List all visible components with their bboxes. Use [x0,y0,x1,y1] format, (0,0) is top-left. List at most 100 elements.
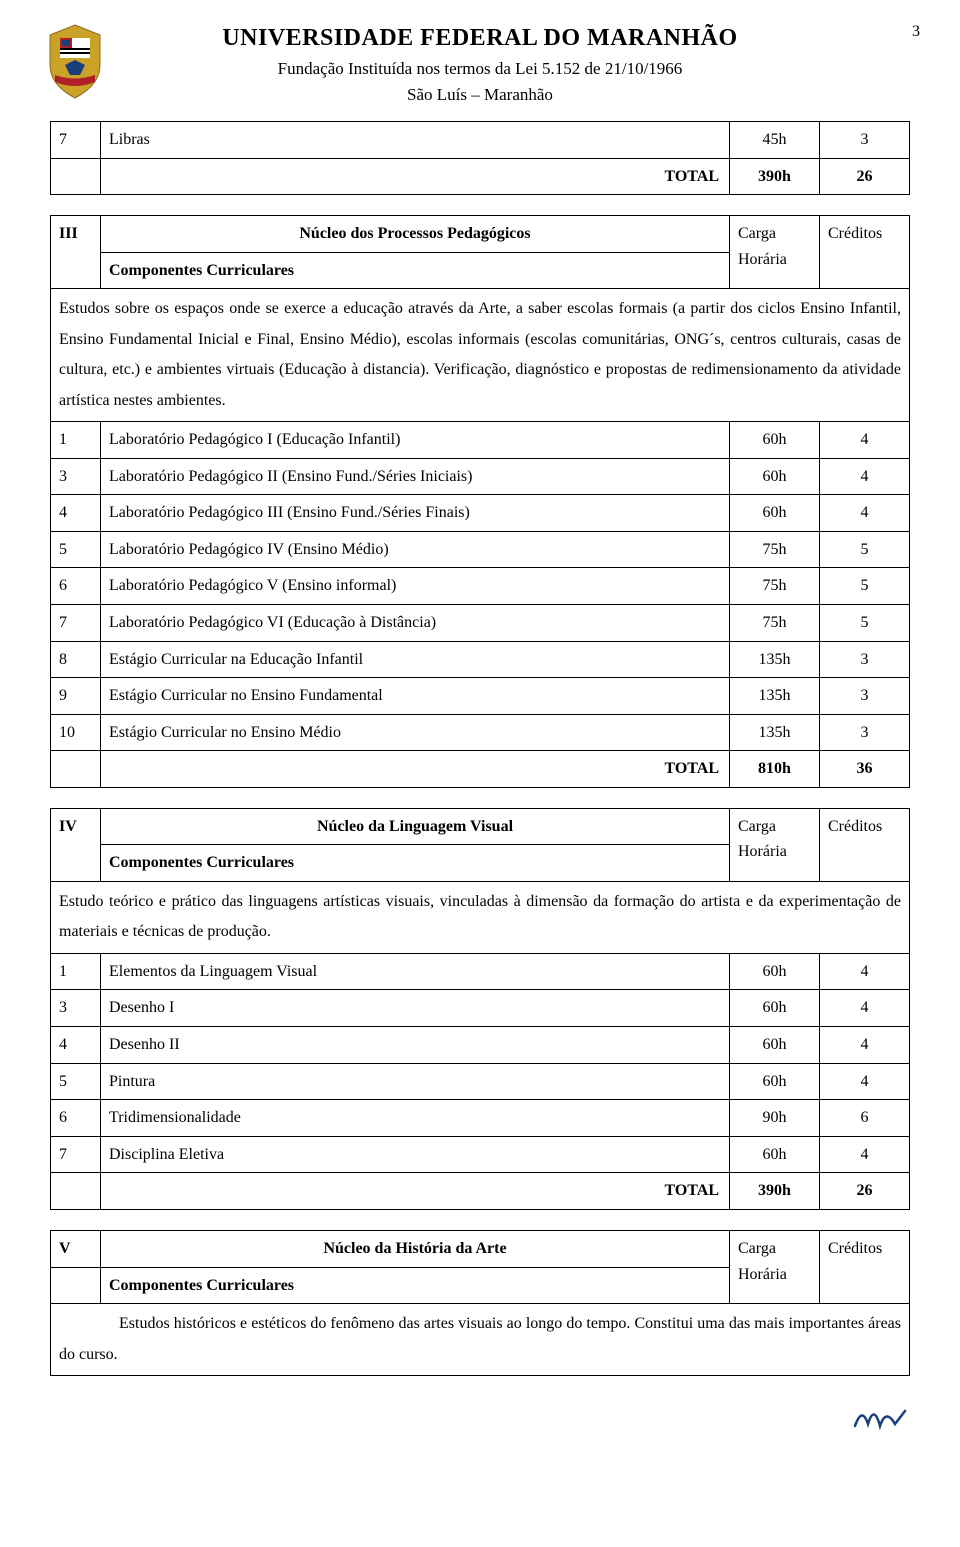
row-num: 5 [51,1063,101,1100]
row-name: Laboratório Pedagógico I (Educação Infan… [101,421,730,458]
row-num: 6 [51,1100,101,1137]
table-row: 7 Libras 45h 3 [51,122,910,159]
section-description: Estudos históricos e estéticos do fenôme… [51,1304,910,1376]
empty-cell [51,1267,101,1304]
table-row: 6Laboratório Pedagógico V (Ensino inform… [51,568,910,605]
header-location: São Luís – Maranhão [50,82,910,108]
total-carga: 390h [730,1173,820,1210]
row-name: Laboratório Pedagógico VI (Educação à Di… [101,604,730,641]
row-carga: 60h [730,1063,820,1100]
row-name: Laboratório Pedagógico III (Ensino Fund.… [101,495,730,532]
table-row: 10Estágio Curricular no Ensino Médio135h… [51,714,910,751]
row-name: Desenho I [101,990,730,1027]
row-carga: 60h [730,495,820,532]
row-name: Estágio Curricular na Educação Infantil [101,641,730,678]
row-cred: 3 [820,714,910,751]
row-carga: 60h [730,458,820,495]
section-description: Estudos sobre os espaços onde se exerce … [51,289,910,422]
carga-header: Carga Horária [730,216,820,289]
row-num: 7 [51,604,101,641]
row-name: Disciplina Eletiva [101,1136,730,1173]
row-cred: 5 [820,568,910,605]
roman-numeral: V [51,1231,101,1268]
empty-cell [51,158,101,195]
row-carga: 75h [730,531,820,568]
table-row: 9Estágio Curricular no Ensino Fundamenta… [51,678,910,715]
row-cred: 4 [820,953,910,990]
table-row: 1Elementos da Linguagem Visual60h4 [51,953,910,990]
row-num: 7 [51,122,101,159]
row-carga: 60h [730,421,820,458]
section-header-row: III Núcleo dos Processos Pedagógicos Car… [51,216,910,253]
row-carga: 75h [730,604,820,641]
desc-row: Estudo teórico e prático das linguagens … [51,882,910,954]
total-row: TOTAL 810h 36 [51,751,910,788]
row-cred: 6 [820,1100,910,1137]
desc-row: Estudos históricos e estéticos do fenôme… [51,1304,910,1376]
row-carga: 60h [730,953,820,990]
row-num: 4 [51,1027,101,1064]
row-carga: 75h [730,568,820,605]
table-row: 7Laboratório Pedagógico VI (Educação à D… [51,604,910,641]
table-section-5: V Núcleo da História da Arte Carga Horár… [50,1230,910,1376]
header-title: UNIVERSIDADE FEDERAL DO MARANHÃO [50,20,910,56]
empty-cell [51,751,101,788]
section-header-row: IV Núcleo da Linguagem Visual Carga Horá… [51,808,910,845]
table-row: 3Desenho I60h4 [51,990,910,1027]
table-row: 6Tridimensionalidade90h6 [51,1100,910,1137]
row-cred: 4 [820,1136,910,1173]
section-title: Núcleo dos Processos Pedagógicos [101,216,730,253]
row-carga: 60h [730,1136,820,1173]
total-label: TOTAL [101,158,730,195]
row-cred: 4 [820,1027,910,1064]
total-cred: 36 [820,751,910,788]
row-cred: 4 [820,990,910,1027]
row-cred: 3 [820,678,910,715]
row-carga: 45h [730,122,820,159]
row-carga: 135h [730,678,820,715]
total-cred: 26 [820,1173,910,1210]
row-num: 9 [51,678,101,715]
cred-header: Créditos [820,216,910,289]
row-carga: 135h [730,641,820,678]
table-row: 7Disciplina Eletiva60h4 [51,1136,910,1173]
table-row: 4Laboratório Pedagógico III (Ensino Fund… [51,495,910,532]
table-row: 8Estágio Curricular na Educação Infantil… [51,641,910,678]
empty-cell [51,1173,101,1210]
row-carga: 60h [730,990,820,1027]
row-num: 7 [51,1136,101,1173]
table-row: 1Laboratório Pedagógico I (Educação Infa… [51,421,910,458]
cred-header: Créditos [820,1231,910,1304]
comp-label: Componentes Curriculares [101,1267,730,1304]
total-cred: 26 [820,158,910,195]
table-section-4: IV Núcleo da Linguagem Visual Carga Horá… [50,808,910,1210]
row-name: Pintura [101,1063,730,1100]
section-description: Estudo teórico e prático das linguagens … [51,882,910,954]
university-logo [40,20,110,100]
page-header: 3 UNIVERSIDADE FEDERAL DO MARANHÃO Funda… [50,20,910,107]
row-cred: 5 [820,531,910,568]
row-name: Tridimensionalidade [101,1100,730,1137]
row-name: Laboratório Pedagógico II (Ensino Fund./… [101,458,730,495]
carga-header: Carga Horária [730,1231,820,1304]
roman-numeral: IV [51,808,101,881]
row-carga: 90h [730,1100,820,1137]
total-label: TOTAL [101,1173,730,1210]
section-title: Núcleo da Linguagem Visual [101,808,730,845]
total-label: TOTAL [101,751,730,788]
row-num: 4 [51,495,101,532]
carga-header: Carga Horária [730,808,820,881]
row-num: 6 [51,568,101,605]
table-row: 3Laboratório Pedagógico II (Ensino Fund.… [51,458,910,495]
total-row: TOTAL 390h 26 [51,158,910,195]
roman-numeral: III [51,216,101,289]
header-subtitle: Fundação Instituída nos termos da Lei 5.… [50,56,910,82]
table-section-3: III Núcleo dos Processos Pedagógicos Car… [50,215,910,788]
row-num: 8 [51,641,101,678]
row-num: 3 [51,458,101,495]
row-cred: 4 [820,458,910,495]
row-num: 1 [51,953,101,990]
table-row: 5 Laboratório Pedagógico IV (Ensino Médio… [51,531,910,568]
table-prev-tail: 7 Libras 45h 3 TOTAL 390h 26 [50,121,910,195]
row-name: Laboratório Pedagógico IV (Ensino Médio) [101,531,730,568]
